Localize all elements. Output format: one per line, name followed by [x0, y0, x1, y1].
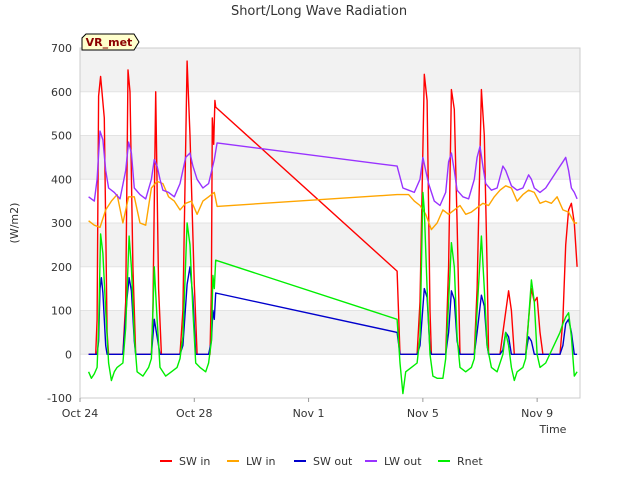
- legend-label-rnet: Rnet: [457, 455, 483, 468]
- legend-label-lw-in: LW in: [246, 455, 276, 468]
- legend-label-sw-in: SW in: [179, 455, 210, 468]
- y-axis-ticks: -100 0 100 200 300 400 500 600 700: [47, 42, 72, 405]
- y-tick-label: 300: [51, 217, 72, 230]
- x-tick-label: Nov 1: [293, 407, 325, 420]
- badge-label: VR_met: [86, 36, 133, 49]
- legend: SW in LW in SW out LW out Rnet: [160, 455, 483, 468]
- grid-band: [80, 48, 580, 92]
- x-tick-label: Nov 5: [407, 407, 439, 420]
- x-axis-ticks: Oct 24 Oct 28 Nov 1 Nov 5 Nov 9: [62, 398, 553, 420]
- series-line-lw-out: [88, 130, 578, 207]
- y-tick-label: 600: [51, 86, 72, 99]
- x-tick-label: Oct 24: [62, 407, 99, 420]
- plot-frame: [79, 47, 581, 399]
- x-tick-label: Nov 9: [521, 407, 553, 420]
- grid-band: [80, 223, 580, 267]
- badge-box: [81, 33, 140, 51]
- x-tick-label: Oct 28: [176, 407, 213, 420]
- y-tick-label: -100: [47, 392, 72, 405]
- legend-label-lw-out: LW out: [384, 455, 422, 468]
- station-badge: VR_met: [81, 33, 140, 51]
- x-axis-label: Time: [539, 423, 567, 436]
- series-lines: [87, 60, 578, 395]
- y-tick-label: 0: [65, 348, 72, 361]
- series-line-sw-out: [88, 266, 578, 355]
- y-tick-label: 700: [51, 42, 72, 55]
- y-axis-label: (W/m2): [8, 203, 21, 244]
- y-tick-label: 500: [51, 130, 72, 143]
- legend-label-sw-out: SW out: [313, 455, 353, 468]
- y-tick-label: 100: [51, 305, 72, 318]
- series-line-rnet: [87, 191, 578, 395]
- y-tick-label: 400: [51, 173, 72, 186]
- chart-title: Short/Long Wave Radiation: [231, 4, 407, 19]
- y-tick-label: 200: [51, 261, 72, 274]
